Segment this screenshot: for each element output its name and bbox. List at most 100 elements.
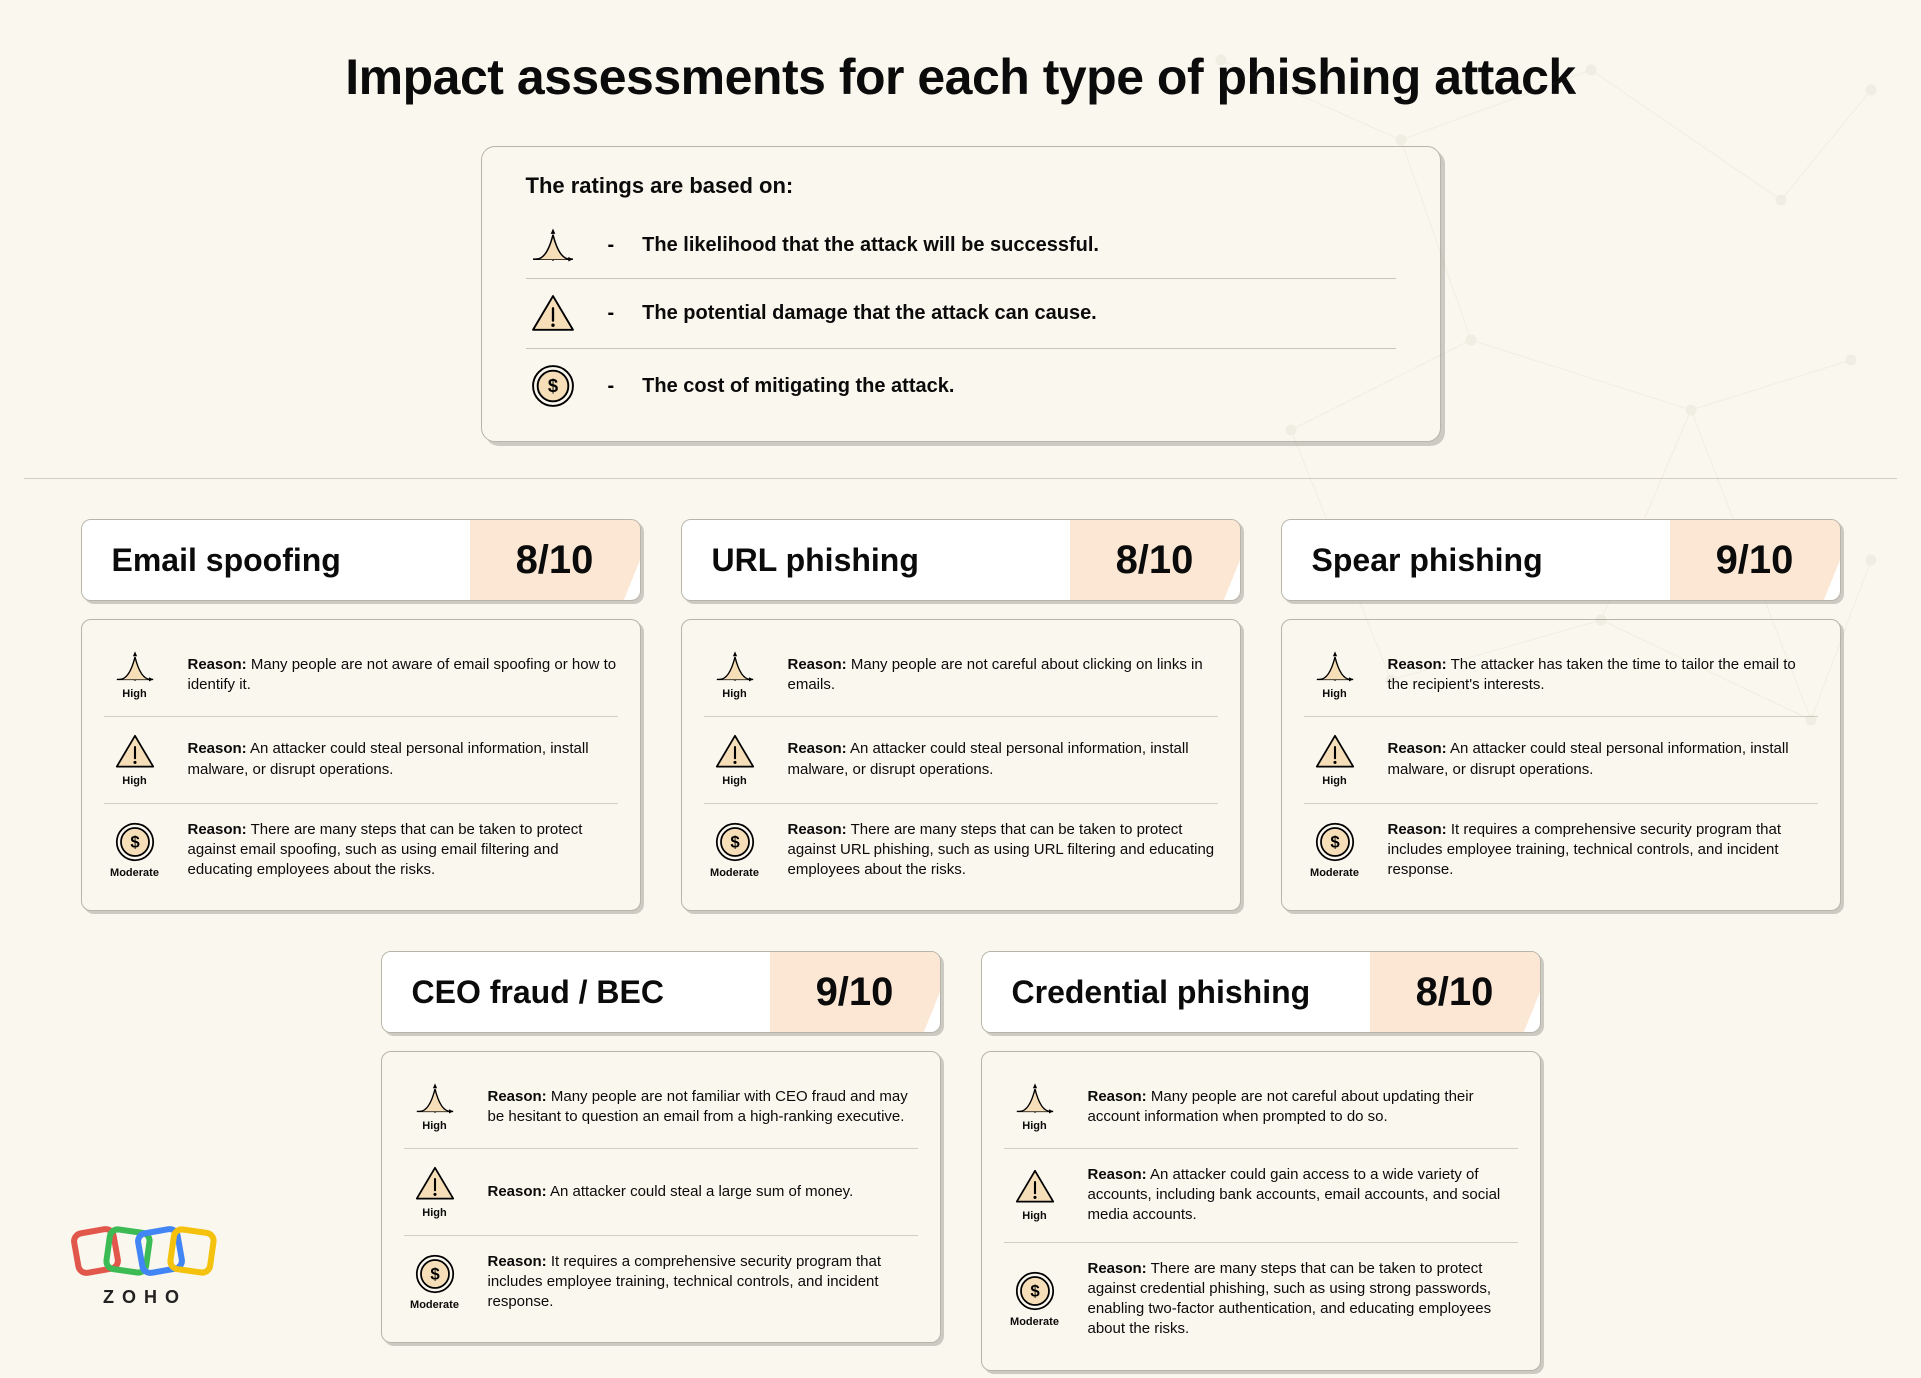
warn-icon	[1014, 1168, 1056, 1206]
metric-icon-col: $ Moderate	[104, 821, 166, 879]
metric-reason: Reason: There are many steps that can be…	[1088, 1259, 1518, 1340]
reason-label: Reason:	[188, 821, 247, 838]
metric-level: Moderate	[110, 867, 159, 879]
svg-text:$: $	[130, 833, 140, 852]
metric-level: High	[422, 1207, 446, 1219]
metric-reason: Reason: There are many steps that can be…	[788, 820, 1218, 881]
card-body: High Reason: The attacker has taken the …	[1281, 619, 1841, 911]
card-score-wrap: 9/10	[1670, 520, 1840, 600]
card-header: Spear phishing 9/10	[1281, 519, 1841, 601]
metric-icon-col: High	[704, 733, 766, 787]
card-body: High Reason: Many people are not familia…	[381, 1051, 941, 1343]
card-body: High Reason: Many people are not careful…	[981, 1051, 1541, 1370]
warn-icon	[114, 733, 156, 771]
reason-label: Reason:	[488, 1088, 547, 1105]
metric-level: High	[422, 1120, 446, 1132]
curve-icon	[714, 650, 756, 684]
metric-row: High Reason: Many people are not careful…	[1004, 1066, 1518, 1149]
card-score-wrap: 8/10	[470, 520, 640, 600]
curve-icon	[114, 650, 156, 684]
metric-reason: Reason: An attacker could steal personal…	[188, 739, 618, 780]
metric-row: High Reason: Many people are not familia…	[404, 1066, 918, 1149]
metric-reason: Reason: An attacker could steal personal…	[788, 739, 1218, 780]
reason-label: Reason:	[1388, 740, 1447, 757]
metric-row: High Reason: An attacker could steal a l…	[404, 1149, 918, 1236]
svg-text:$: $	[730, 833, 740, 852]
metric-row: High Reason: An attacker could gain acce…	[1004, 1149, 1518, 1243]
metric-row: High Reason: The attacker has taken the …	[1304, 634, 1818, 717]
reason-label: Reason:	[488, 1253, 547, 1270]
metric-reason: Reason: An attacker could steal a large …	[488, 1182, 854, 1202]
metric-level: High	[122, 688, 146, 700]
reason-label: Reason:	[1088, 1260, 1147, 1277]
card-title: URL phishing	[682, 520, 1070, 600]
metric-row: High Reason: An attacker could steal per…	[1304, 717, 1818, 804]
attack-card: CEO fraud / BEC 9/10 High Reason: Many p…	[381, 951, 941, 1370]
metric-icon-col: $ Moderate	[704, 821, 766, 879]
metric-icon-col: High	[1304, 650, 1366, 700]
metric-icon-col: $ Moderate	[1004, 1270, 1066, 1328]
card-score-wrap: 9/10	[770, 952, 940, 1032]
zoho-logo-text: ZOHO	[103, 1287, 187, 1308]
svg-text:$: $	[547, 375, 557, 396]
warn-icon	[414, 1165, 456, 1203]
metric-level: High	[1022, 1120, 1046, 1132]
card-body: High Reason: Many people are not careful…	[681, 619, 1241, 911]
metric-reason: Reason: Many people are not aware of ema…	[188, 655, 618, 696]
reason-label: Reason:	[1088, 1166, 1147, 1183]
warn-icon	[714, 733, 756, 771]
metric-row: High Reason: Many people are not careful…	[704, 634, 1218, 717]
metric-row: $ Moderate Reason: There are many steps …	[104, 804, 618, 897]
metric-level: Moderate	[1310, 867, 1359, 879]
reason-label: Reason:	[788, 740, 847, 757]
metric-row: $ Moderate Reason: There are many steps …	[704, 804, 1218, 897]
card-title: Credential phishing	[982, 952, 1370, 1032]
card-header: CEO fraud / BEC 9/10	[381, 951, 941, 1033]
curve-icon	[414, 1082, 456, 1116]
card-score: 9/10	[816, 970, 894, 1015]
reason-label: Reason:	[1388, 656, 1447, 673]
card-score-wrap: 8/10	[1070, 520, 1240, 600]
metric-level: High	[1322, 688, 1346, 700]
card-body: High Reason: Many people are not aware o…	[81, 619, 641, 911]
metric-row: $ Moderate Reason: It requires a compreh…	[404, 1236, 918, 1329]
curve-icon	[1314, 650, 1356, 684]
metric-row: $ Moderate Reason: It requires a compreh…	[1304, 804, 1818, 897]
metric-reason: Reason: The attacker has taken the time …	[1388, 655, 1818, 696]
coin-icon: $	[114, 821, 156, 863]
coin-icon: $	[526, 363, 580, 409]
card-header: Credential phishing 8/10	[981, 951, 1541, 1033]
legend-dash: -	[608, 234, 615, 257]
svg-text:$: $	[430, 1265, 440, 1284]
metric-level: High	[722, 688, 746, 700]
legend-dash: -	[608, 302, 615, 325]
reason-label: Reason:	[1088, 1088, 1147, 1105]
card-score: 8/10	[1416, 970, 1494, 1015]
reason-label: Reason:	[488, 1183, 547, 1200]
card-title: Email spoofing	[82, 520, 470, 600]
metric-level: Moderate	[410, 1299, 459, 1311]
metric-icon-col: High	[104, 650, 166, 700]
warn-icon	[526, 293, 580, 334]
metric-row: High Reason: An attacker could steal per…	[104, 717, 618, 804]
legend-row: - The likelihood that the attack will be…	[526, 213, 1396, 279]
metric-level: High	[1322, 775, 1346, 787]
reason-label: Reason:	[788, 821, 847, 838]
metric-icon-col: High	[404, 1082, 466, 1132]
metric-icon-col: $ Moderate	[1304, 821, 1366, 879]
legend-item-text: The likelihood that the attack will be s…	[642, 234, 1099, 257]
attack-card: Spear phishing 9/10 High Reason: The att…	[1281, 519, 1841, 911]
card-title: CEO fraud / BEC	[382, 952, 770, 1032]
metric-reason: Reason: An attacker could steal personal…	[1388, 739, 1818, 780]
metric-reason: Reason: An attacker could gain access to…	[1088, 1165, 1518, 1226]
card-score: 8/10	[516, 538, 594, 583]
card-score-wrap: 8/10	[1370, 952, 1540, 1032]
curve-icon	[526, 227, 580, 264]
zoho-logo: ZOHO	[70, 1219, 220, 1308]
metric-icon-col: High	[1004, 1168, 1066, 1222]
reason-label: Reason:	[788, 656, 847, 673]
svg-text:$: $	[1030, 1282, 1040, 1301]
metric-reason: Reason: There are many steps that can be…	[188, 820, 618, 881]
coin-icon: $	[1314, 821, 1356, 863]
legend-box: The ratings are based on: - The likeliho…	[481, 146, 1441, 442]
